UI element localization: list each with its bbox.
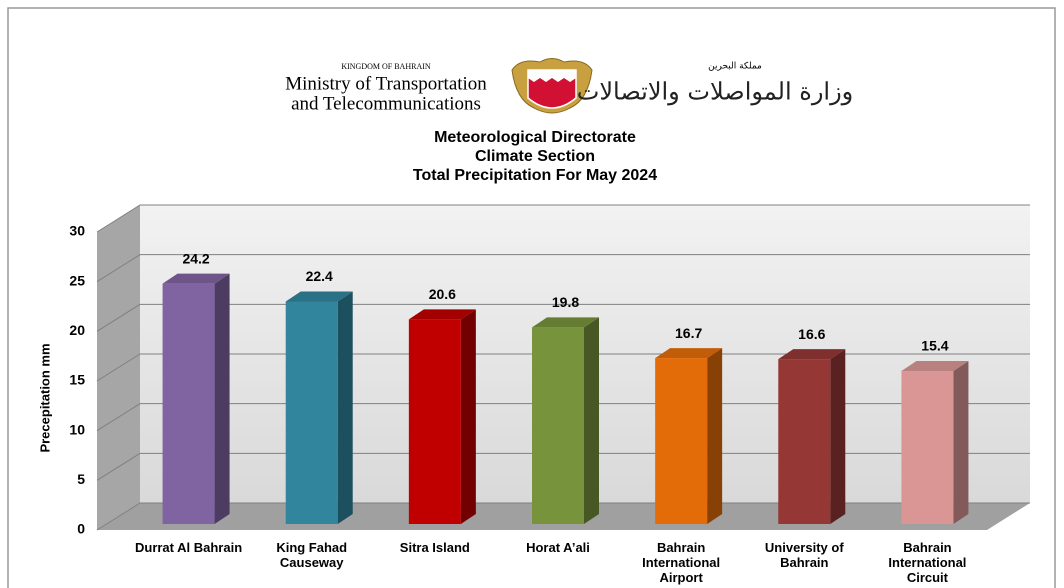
x-tick-label: Durrat Al Bahrain — [134, 540, 243, 555]
ministry-en: Ministry of Transportation — [285, 73, 487, 94]
value-label: 19.8 — [552, 294, 579, 310]
bar-top — [655, 348, 723, 359]
ministry-ar: وزارة المواصلات والاتصالات — [577, 78, 854, 106]
chart-title: Total Precipitation For May 2024 — [413, 167, 657, 184]
bar — [901, 361, 969, 524]
x-tick-label: Bahrain International Circuit — [888, 540, 967, 585]
grid-segment — [96, 353, 1030, 382]
grid-segment — [96, 403, 1030, 432]
bar-side — [830, 349, 846, 524]
value-label: 24.2 — [182, 250, 209, 266]
bar — [532, 317, 599, 524]
bar-front — [532, 327, 584, 524]
bar-side — [584, 317, 599, 524]
bar-top — [408, 309, 476, 320]
ministry-en: and Telecommunications — [291, 93, 481, 114]
grid-segment — [96, 204, 1030, 233]
value-label: 15.4 — [921, 338, 948, 354]
bar-front — [162, 283, 215, 524]
x-tick-label: King Fahad Causeway — [276, 540, 348, 570]
bar — [408, 309, 476, 524]
grid-line — [96, 403, 1030, 432]
x-tick-label: Horat A’ali — [526, 540, 590, 555]
grid-line — [96, 452, 1030, 481]
bar-side — [337, 291, 353, 524]
kingdom-ar: مملكة البحرين — [708, 62, 762, 72]
grid-line — [96, 254, 1030, 283]
grid-segment — [96, 452, 1030, 481]
grid-segment — [96, 502, 1030, 531]
bar-top — [162, 273, 230, 284]
kingdom-en: KINGDOM OF BAHRAIN — [341, 62, 431, 71]
bar-top — [778, 349, 846, 360]
bar — [285, 291, 353, 524]
y-tick-label: 10 — [69, 421, 85, 437]
frame — [7, 7, 1056, 588]
grid-line — [96, 303, 1030, 332]
x-tick-label: Bahrain International Airport — [642, 540, 721, 585]
bar-top — [285, 291, 353, 302]
y-tick-label: 5 — [77, 471, 85, 487]
x-tick-label: Sitra Island — [399, 540, 470, 555]
bar — [162, 273, 230, 524]
grid-line — [96, 502, 1030, 531]
chart-title: Meteorological Directorate — [434, 129, 636, 146]
bar — [778, 349, 846, 524]
bar-side — [707, 348, 723, 524]
chart-title: Climate Section — [475, 148, 595, 165]
grid-line — [96, 353, 1030, 382]
bar-side — [460, 309, 476, 524]
grid-segment — [96, 254, 1030, 283]
bar-front — [408, 319, 461, 524]
y-tick-label: 0 — [77, 521, 85, 537]
value-label: 22.4 — [306, 268, 333, 284]
y-tick-label: 30 — [69, 223, 85, 239]
bar-side — [214, 273, 230, 524]
value-label: 16.6 — [798, 326, 825, 342]
grid-segment — [96, 303, 1030, 332]
bar-front — [901, 371, 954, 524]
bar-front — [285, 301, 338, 524]
y-tick-label: 20 — [69, 322, 85, 338]
bar-top — [901, 361, 969, 372]
bar — [655, 348, 723, 524]
value-label: 20.6 — [429, 286, 456, 302]
grid-line — [96, 204, 1030, 233]
y-tick-label: 15 — [69, 372, 85, 388]
bar-top — [532, 317, 599, 328]
value-label: 16.7 — [675, 325, 702, 341]
bar-front — [655, 358, 708, 524]
y-axis-label: Precepitation mm — [37, 343, 52, 452]
emblem — [511, 58, 593, 114]
bar-front — [778, 359, 831, 524]
bar-side — [953, 361, 969, 524]
y-tick-label: 25 — [69, 272, 85, 288]
x-tick-label: University of Bahrain — [764, 540, 844, 570]
